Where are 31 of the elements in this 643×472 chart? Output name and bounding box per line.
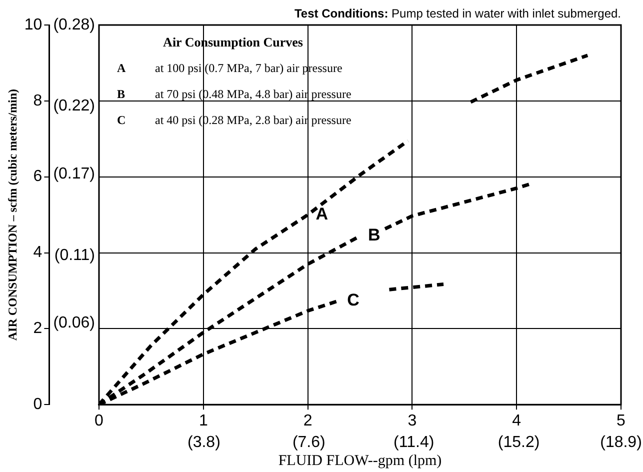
y-axis-title: AIR CONSUMPTION – scfm (cubic meters/min) xyxy=(5,88,20,341)
x-tick-label: 4 xyxy=(512,412,522,430)
x2-tick-label: (3.8) xyxy=(187,434,220,451)
annotation: B xyxy=(116,87,126,102)
x-tick-label: 0 xyxy=(94,412,104,430)
annotation: A xyxy=(316,204,328,224)
annotation: A xyxy=(116,61,126,76)
x2-tick-label: (11.4) xyxy=(394,434,434,451)
y-tick-label: 10 xyxy=(24,16,42,34)
x2-tick-label: (15.2) xyxy=(498,434,540,451)
annotation: C xyxy=(347,290,360,310)
y2-tick-label: (0.22) xyxy=(53,98,95,115)
y-tick-label: 6 xyxy=(33,168,42,186)
x2-tick-label: (18.9) xyxy=(600,434,642,451)
y2-tick-label: (0.11) xyxy=(54,246,95,264)
x-axis-title: FLUID FLOW--gpm (lpm) xyxy=(278,452,442,469)
y-tick-label: 8 xyxy=(33,92,42,110)
x-tick-label: 1 xyxy=(198,412,208,430)
y-tick-label: 4 xyxy=(33,244,42,262)
y-tick-label: 2 xyxy=(33,320,42,338)
text: Test Conditions: Pump tested in water with inlet submerged. xyxy=(294,6,621,20)
x-tick-label: 3 xyxy=(408,412,417,430)
y2-tick-label: (0.17) xyxy=(53,166,95,183)
y2-tick-label: (0.28) xyxy=(53,16,95,34)
x2-tick-label: (7.6) xyxy=(292,434,326,451)
x-tick-label: 2 xyxy=(303,412,312,430)
y-tick-label: 0 xyxy=(33,396,42,414)
x-tick-label: 5 xyxy=(616,412,626,430)
annotation: C xyxy=(116,113,126,128)
y2-tick-label: (0.06) xyxy=(53,314,95,332)
annotation: B xyxy=(368,226,380,245)
